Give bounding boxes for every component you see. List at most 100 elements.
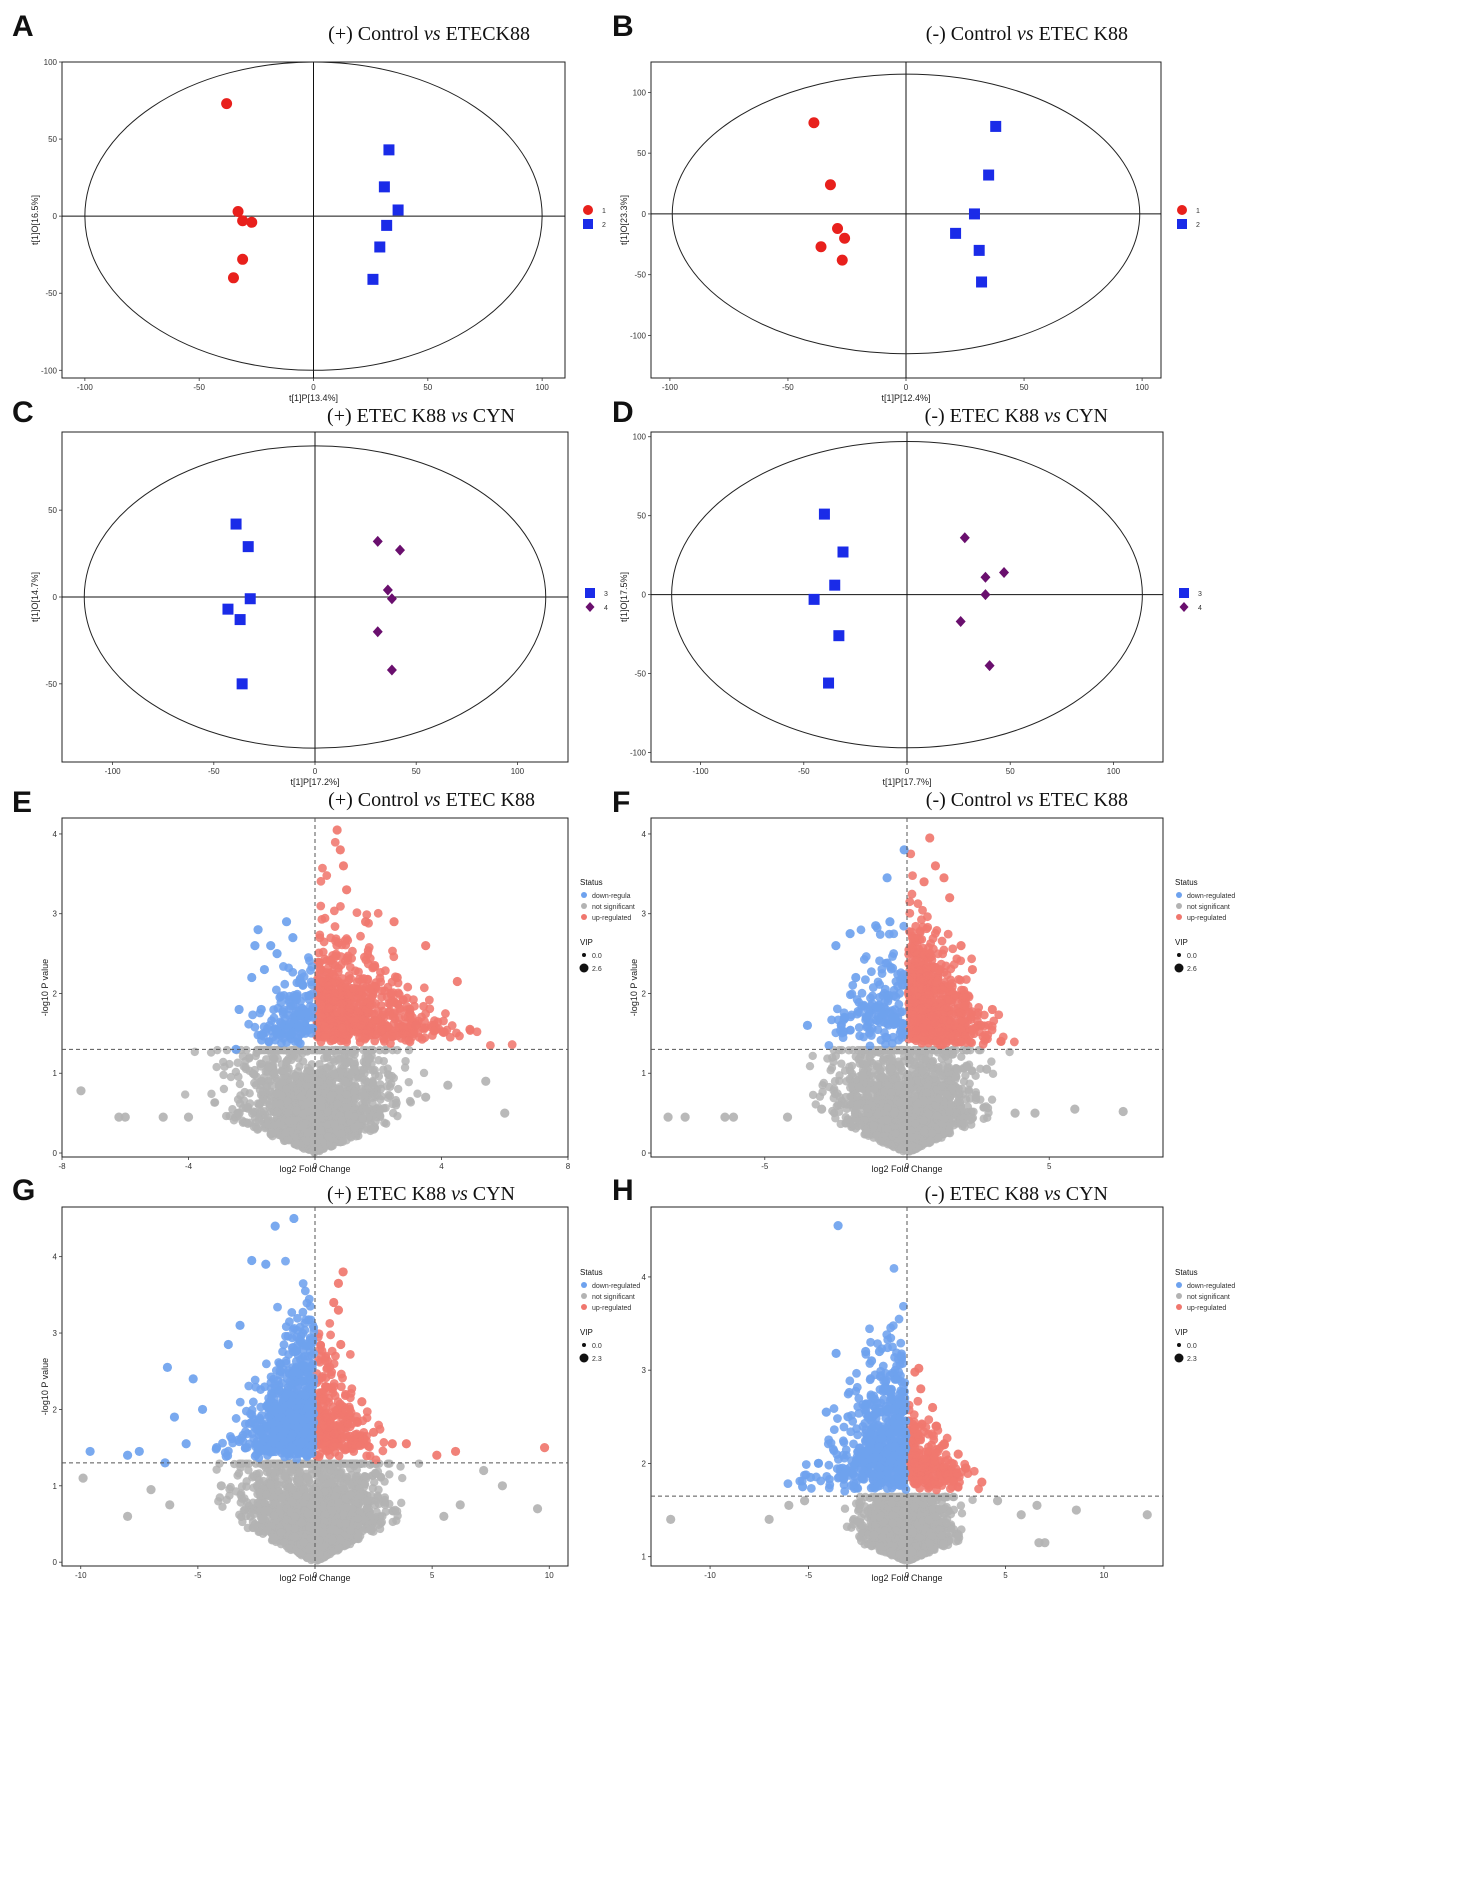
volcano-point-down xyxy=(855,1031,865,1041)
volcano-point-not-significant xyxy=(376,1084,386,1093)
plot-area xyxy=(62,62,565,378)
volcano-point-not-significant xyxy=(404,1077,413,1087)
volcano-point-up-regulated xyxy=(361,917,371,927)
volcano-point-not-significant xyxy=(283,1066,292,1076)
volcano-point-down xyxy=(866,967,876,977)
volcano-point-down xyxy=(307,980,317,990)
volcano-point-not-significant xyxy=(393,1084,403,1094)
volcano-point-not-significant xyxy=(926,1136,935,1145)
title-prefix: (+) ETEC K88 xyxy=(327,1183,451,1205)
legend-label: up-regulated xyxy=(592,915,631,922)
volcano-point-not-significant xyxy=(324,1132,333,1141)
volcano-point-up xyxy=(941,961,951,971)
x-tick-label: 0 xyxy=(313,767,318,776)
volcano-point-down xyxy=(307,962,317,972)
panel-letter: D xyxy=(612,396,634,429)
volcano-point-not-significant xyxy=(856,1120,865,1129)
volcano-point-up xyxy=(380,986,390,996)
volcano-point-down-regulated xyxy=(882,873,892,883)
volcano-point-up xyxy=(329,906,339,916)
volcano-point-not-significant xyxy=(421,1092,431,1102)
legend: 34 xyxy=(585,588,608,612)
volcano-point-not-significant xyxy=(919,1116,929,1125)
volcano-point-down xyxy=(877,969,887,978)
y-tick-label: -50 xyxy=(634,670,646,679)
volcano-point-not-significant xyxy=(303,1128,312,1137)
panel-c: C (+) ETEC K88 vs CYN-100 -50 0 50 100-50050t… xyxy=(12,396,608,787)
vip-title: VIP xyxy=(580,938,593,947)
x-tick-label: -8 xyxy=(58,1162,66,1171)
volcano-point-not-significant xyxy=(907,1133,916,1142)
volcano-point-up xyxy=(942,1002,951,1012)
volcano-point-up xyxy=(420,1033,430,1043)
volcano-point-down xyxy=(304,991,313,1001)
panel-e: E (+) Control vs ETEC K88-8 -4 0 4 801234log2… xyxy=(12,786,635,1174)
volcano-point-up xyxy=(967,1025,977,1035)
legend-marker xyxy=(1177,205,1187,215)
volcano-point-not-significant xyxy=(76,1086,86,1096)
chart-title: (+) Control vs ETEC K88 xyxy=(328,789,535,811)
volcano-point-not-significant xyxy=(882,1103,892,1112)
volcano-point-up-regulated xyxy=(945,893,955,903)
volcano-point-not-significant xyxy=(876,1137,885,1146)
x-tick-label: 0 xyxy=(905,767,910,776)
volcano-point-not-significant xyxy=(206,1048,216,1057)
volcano-point-down-regulated xyxy=(899,845,909,855)
chart-title: (-) ETEC K88 vs CYN xyxy=(925,405,1108,427)
volcano-point-not-significant xyxy=(374,1056,383,1065)
volcano-point-not-significant xyxy=(895,1098,904,1108)
volcano-point-down xyxy=(896,1018,906,1028)
confidence-ellipse xyxy=(83,445,547,749)
volcano-point-down xyxy=(285,1019,295,1029)
volcano-point-down xyxy=(883,991,892,1000)
volcano-point-not-significant xyxy=(219,1070,228,1080)
title-vs: vs xyxy=(451,1183,468,1205)
volcano-point-down-regulated xyxy=(256,1004,266,1015)
volcano-point-down xyxy=(888,963,898,973)
volcano-point-up xyxy=(319,937,329,947)
volcano-point-up xyxy=(427,1031,437,1040)
volcano-point-not-significant xyxy=(937,1082,946,1091)
y-tick-label: -100 xyxy=(630,331,647,340)
volcano-point-not-significant xyxy=(269,1121,278,1131)
volcano-point-not-significant xyxy=(375,1045,384,1055)
volcano-point-not-significant xyxy=(867,1078,876,1087)
volcano-point-up xyxy=(908,994,917,1004)
volcano-point-down xyxy=(293,1037,303,1047)
volcano-point-not-significant xyxy=(338,1137,347,1146)
vip-marker-large xyxy=(579,963,589,973)
volcano-point-up xyxy=(385,1011,395,1020)
volcano-point-down xyxy=(257,1035,266,1045)
title-suffix: CYN xyxy=(468,405,515,427)
volcano-point-not-significant xyxy=(309,1138,318,1148)
plot-area xyxy=(651,62,1161,378)
y-axis-label: -log10 P value xyxy=(629,959,639,1016)
title-prefix: (+) Control xyxy=(328,23,424,45)
volcano-point-up xyxy=(959,1001,969,1011)
volcano-point-not-significant xyxy=(330,1070,339,1079)
point-group-2 xyxy=(367,273,379,285)
volcano-point-not-significant xyxy=(323,1052,332,1062)
volcano-point-up xyxy=(346,974,355,983)
volcano-point-up xyxy=(320,913,330,923)
volcano-point-up xyxy=(370,1036,380,1046)
volcano-point-not-significant xyxy=(859,1072,868,1081)
point-group-3 xyxy=(230,518,242,530)
legend-label: not significant xyxy=(1187,904,1230,911)
volcano-point-not-significant xyxy=(405,1096,415,1106)
volcano-point-up xyxy=(908,933,917,943)
x-tick-label: 50 xyxy=(423,383,432,392)
volcano-point-down xyxy=(250,1022,260,1032)
volcano-point-not-significant xyxy=(945,1107,954,1116)
volcano-point-up xyxy=(949,1021,959,1030)
volcano-point-down-regulated xyxy=(871,921,881,931)
legend-marker xyxy=(581,914,587,920)
volcano-point-not-significant xyxy=(282,1057,291,1066)
volcano-point-up xyxy=(937,936,947,946)
panel-a: A (+) Control vs ETECK88-100 -50 0 50 100-100… xyxy=(12,10,606,403)
legend-label: 3 xyxy=(1198,591,1202,598)
volcano-point-up xyxy=(320,1022,330,1032)
volcano-point-not-significant xyxy=(853,1100,862,1109)
